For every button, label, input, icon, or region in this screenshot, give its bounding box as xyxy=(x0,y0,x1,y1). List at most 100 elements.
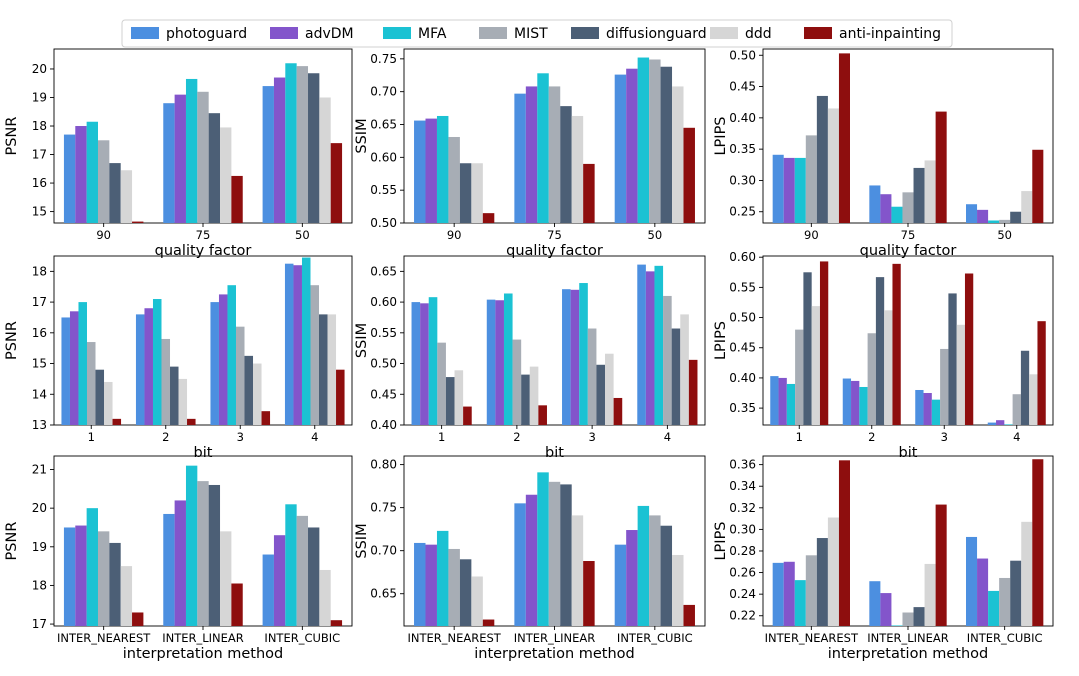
bar xyxy=(827,108,839,223)
legend-swatch xyxy=(479,27,507,39)
bar xyxy=(596,364,606,425)
bar xyxy=(197,481,209,626)
bar xyxy=(1021,191,1033,223)
bar xyxy=(613,397,623,425)
y-tick-label: 0.40 xyxy=(729,111,756,125)
legend-label: diffusionguard xyxy=(606,26,707,42)
legend-item: advDM xyxy=(270,26,354,42)
bar xyxy=(660,66,673,223)
bar xyxy=(987,422,997,425)
bar xyxy=(571,515,584,626)
bar xyxy=(964,273,974,425)
y-tick-label: 0.65 xyxy=(370,264,397,278)
bar xyxy=(570,289,580,425)
bar xyxy=(210,302,219,425)
bar xyxy=(880,194,892,223)
bar xyxy=(445,377,455,425)
x-tick-label: 2 xyxy=(868,430,875,444)
bar xyxy=(308,73,320,223)
bar xyxy=(174,500,186,626)
chart-panel: 0.22 0.24 0.26 0.28 0.30 0.32 0.34 0.36 INTER_NE… xyxy=(713,455,1054,662)
x-tick-label: 75 xyxy=(196,228,211,242)
y-tick-label: 15 xyxy=(32,205,47,219)
y-axis-label: SSIM xyxy=(354,523,370,558)
x-tick-label: INTER_LINEAR xyxy=(514,631,596,645)
y-tick-label: 0.50 xyxy=(729,311,756,325)
y-tick-label: 21 xyxy=(32,463,47,477)
bar xyxy=(940,348,949,425)
bar xyxy=(187,418,196,425)
x-tick-label: 90 xyxy=(804,228,819,242)
bar xyxy=(285,63,297,223)
bar xyxy=(966,204,978,223)
bar xyxy=(63,134,76,223)
bar xyxy=(999,577,1011,626)
bar xyxy=(95,369,105,425)
bar xyxy=(913,607,925,626)
y-tick-label: 17 xyxy=(32,617,47,631)
bar xyxy=(414,120,426,223)
bar xyxy=(97,531,110,626)
bar xyxy=(97,140,110,223)
bar xyxy=(161,338,171,425)
bar xyxy=(512,339,522,425)
bar xyxy=(273,77,286,223)
x-tick-label: INTER_NEAREST xyxy=(407,631,501,645)
bar xyxy=(996,420,1005,425)
bar xyxy=(174,94,186,223)
x-axis-label: quality factor xyxy=(155,243,252,259)
bar xyxy=(336,369,345,425)
y-tick-label: 0.65 xyxy=(370,587,397,601)
chart-panel: 0.50 0.55 0.60 0.65 0.70 0.75 90 75 50 quality fa… xyxy=(354,48,706,259)
bar xyxy=(330,143,343,223)
bar xyxy=(838,460,850,626)
bar xyxy=(869,185,881,223)
bar xyxy=(471,163,483,223)
x-tick-label: 3 xyxy=(588,430,595,444)
bar xyxy=(296,66,309,224)
bar xyxy=(672,554,684,626)
bar xyxy=(560,106,572,223)
bar xyxy=(1020,350,1030,425)
bar xyxy=(1032,459,1044,626)
x-tick-label: INTER_CUBIC xyxy=(617,631,693,645)
bar xyxy=(425,544,437,626)
bar xyxy=(614,544,627,626)
bar xyxy=(645,271,655,425)
x-tick-label: 1 xyxy=(438,430,445,444)
bar xyxy=(680,314,689,425)
bar xyxy=(891,206,903,223)
y-tick-label: 0.60 xyxy=(729,250,756,264)
y-tick-label: 0.60 xyxy=(370,295,397,309)
bar xyxy=(923,393,932,425)
bar xyxy=(1004,424,1013,425)
legend: photoguard advDM MFA MIST diffusionguard ddd a… xyxy=(121,19,953,48)
y-tick-label: 0.55 xyxy=(370,326,397,340)
legend-swatch xyxy=(804,27,832,39)
x-tick-label: INTER_LINEAR xyxy=(867,631,949,645)
x-tick-label: 2 xyxy=(513,430,520,444)
legend-item: anti-inpainting xyxy=(804,26,941,42)
bar xyxy=(913,167,925,223)
bar xyxy=(935,111,947,223)
y-tick-label: 0.55 xyxy=(729,280,756,294)
y-tick-label: 0.75 xyxy=(370,52,397,66)
legend-item: MFA xyxy=(383,26,447,42)
bar xyxy=(514,503,526,626)
bar xyxy=(875,277,885,425)
bar xyxy=(571,115,584,223)
bar xyxy=(514,93,526,224)
x-tick-label: 75 xyxy=(901,228,916,242)
y-tick-label: 0.65 xyxy=(370,118,397,132)
bar xyxy=(454,370,464,425)
bar xyxy=(683,127,695,223)
bar xyxy=(819,261,829,425)
legend-label: MIST xyxy=(514,26,548,42)
x-tick-label: 4 xyxy=(664,430,671,444)
bar xyxy=(220,531,232,626)
y-axis-label: PSNR xyxy=(4,117,20,156)
bar xyxy=(163,103,175,223)
x-tick-label: 50 xyxy=(295,228,310,242)
bar xyxy=(112,418,122,425)
